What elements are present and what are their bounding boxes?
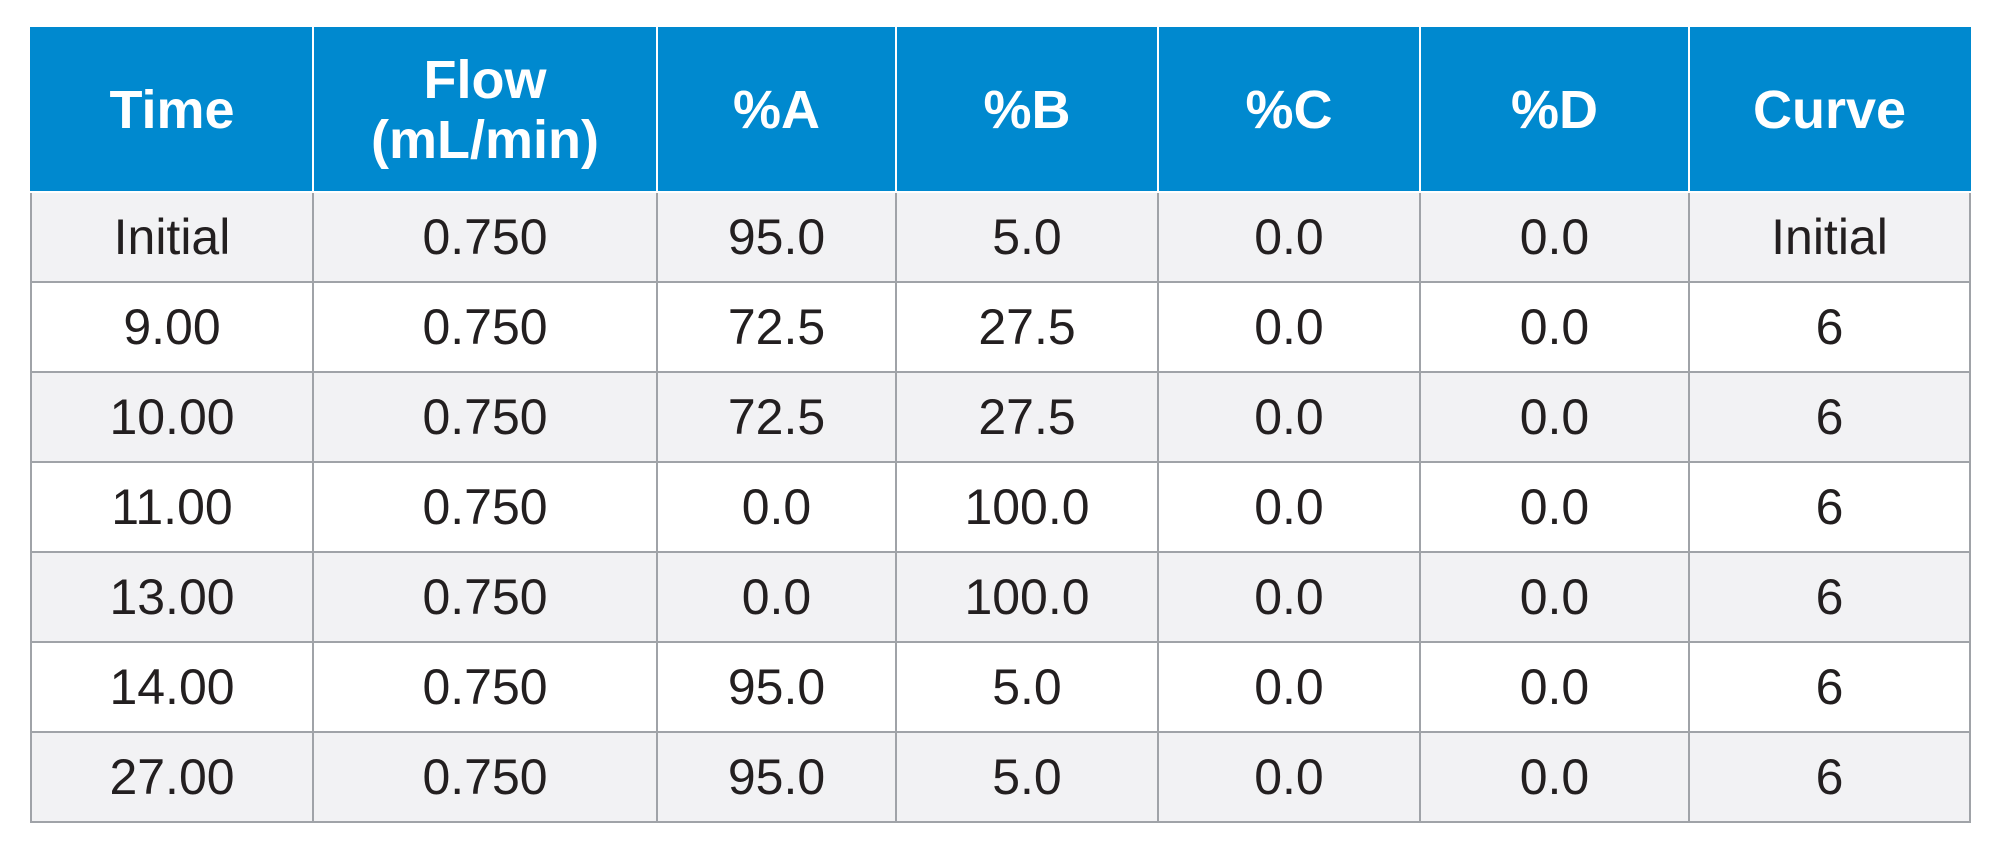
- cell-curve: 6: [1688, 641, 1971, 733]
- table-row: 10.00 0.750 72.5 27.5 0.0 0.0 6: [30, 371, 1971, 463]
- cell-time: Initial: [30, 191, 314, 283]
- cell-curve: 6: [1688, 731, 1971, 823]
- cell-percent-c: 0.0: [1157, 461, 1421, 553]
- header-flow-line1: Flow: [423, 50, 547, 110]
- table-row: 14.00 0.750 95.0 5.0 0.0 0.0 6: [30, 641, 1971, 733]
- cell-percent-c: 0.0: [1157, 371, 1421, 463]
- cell-time: 13.00: [30, 551, 314, 643]
- cell-percent-a: 72.5: [656, 371, 897, 463]
- cell-flow: 0.750: [312, 461, 658, 553]
- cell-curve: Initial: [1688, 191, 1971, 283]
- cell-percent-d: 0.0: [1419, 371, 1690, 463]
- cell-percent-b: 5.0: [895, 191, 1159, 283]
- cell-percent-b: 5.0: [895, 731, 1159, 823]
- cell-percent-a: 72.5: [656, 281, 897, 373]
- cell-time: 9.00: [30, 281, 314, 373]
- cell-percent-b: 100.0: [895, 551, 1159, 643]
- cell-percent-d: 0.0: [1419, 551, 1690, 643]
- cell-percent-c: 0.0: [1157, 281, 1421, 373]
- cell-percent-a: 0.0: [656, 551, 897, 643]
- header-percent-a: %A: [656, 27, 897, 193]
- header-flow-line2: (mL/min): [371, 110, 599, 170]
- cell-curve: 6: [1688, 551, 1971, 643]
- table-row: 27.00 0.750 95.0 5.0 0.0 0.0 6: [30, 731, 1971, 823]
- table-row: 13.00 0.750 0.0 100.0 0.0 0.0 6: [30, 551, 1971, 643]
- cell-time: 27.00: [30, 731, 314, 823]
- cell-percent-b: 5.0: [895, 641, 1159, 733]
- cell-time: 14.00: [30, 641, 314, 733]
- cell-percent-d: 0.0: [1419, 731, 1690, 823]
- cell-curve: 6: [1688, 461, 1971, 553]
- cell-percent-b: 27.5: [895, 371, 1159, 463]
- gradient-table-container: Time Flow (mL/min) %A %B %C %D Curve Init…: [30, 27, 1971, 823]
- header-percent-d: %D: [1419, 27, 1690, 193]
- header-percent-b: %B: [895, 27, 1159, 193]
- table-header-row: Time Flow (mL/min) %A %B %C %D Curve: [30, 27, 1971, 193]
- cell-percent-a: 95.0: [656, 641, 897, 733]
- cell-percent-b: 27.5: [895, 281, 1159, 373]
- cell-percent-c: 0.0: [1157, 731, 1421, 823]
- cell-curve: 6: [1688, 371, 1971, 463]
- cell-percent-b: 100.0: [895, 461, 1159, 553]
- gradient-table: Time Flow (mL/min) %A %B %C %D Curve Init…: [30, 27, 1971, 823]
- cell-time: 10.00: [30, 371, 314, 463]
- cell-percent-c: 0.0: [1157, 641, 1421, 733]
- cell-flow: 0.750: [312, 551, 658, 643]
- cell-flow: 0.750: [312, 731, 658, 823]
- cell-percent-d: 0.0: [1419, 191, 1690, 283]
- cell-time: 11.00: [30, 461, 314, 553]
- cell-percent-a: 95.0: [656, 191, 897, 283]
- cell-flow: 0.750: [312, 371, 658, 463]
- cell-flow: 0.750: [312, 191, 658, 283]
- header-percent-c: %C: [1157, 27, 1421, 193]
- cell-percent-c: 0.0: [1157, 551, 1421, 643]
- table-row: 9.00 0.750 72.5 27.5 0.0 0.0 6: [30, 281, 1971, 373]
- header-curve: Curve: [1688, 27, 1971, 193]
- header-time: Time: [30, 27, 314, 193]
- cell-percent-d: 0.0: [1419, 461, 1690, 553]
- cell-flow: 0.750: [312, 641, 658, 733]
- cell-percent-d: 0.0: [1419, 281, 1690, 373]
- cell-percent-a: 0.0: [656, 461, 897, 553]
- cell-flow: 0.750: [312, 281, 658, 373]
- cell-percent-d: 0.0: [1419, 641, 1690, 733]
- table-row: Initial 0.750 95.0 5.0 0.0 0.0 Initial: [30, 191, 1971, 283]
- header-flow: Flow (mL/min): [312, 27, 658, 193]
- table-row: 11.00 0.750 0.0 100.0 0.0 0.0 6: [30, 461, 1971, 553]
- cell-percent-a: 95.0: [656, 731, 897, 823]
- cell-percent-c: 0.0: [1157, 191, 1421, 283]
- table-body: Initial 0.750 95.0 5.0 0.0 0.0 Initial 9.00 0.75…: [30, 191, 1971, 823]
- cell-curve: 6: [1688, 281, 1971, 373]
